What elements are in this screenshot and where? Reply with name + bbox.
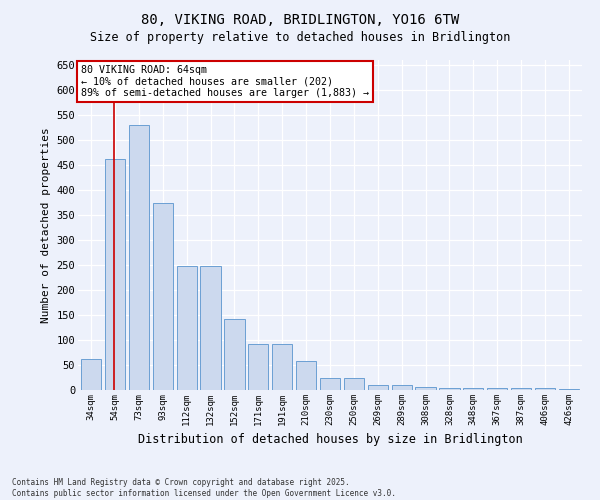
Bar — [296, 361, 316, 390]
Bar — [463, 388, 484, 390]
Bar — [559, 388, 579, 390]
Bar — [272, 344, 292, 390]
X-axis label: Distribution of detached houses by size in Bridlington: Distribution of detached houses by size … — [137, 434, 523, 446]
Bar — [415, 386, 436, 390]
Bar — [344, 378, 364, 390]
Bar — [129, 125, 149, 390]
Bar — [368, 385, 388, 390]
Bar — [105, 159, 125, 390]
Bar — [439, 388, 460, 390]
Y-axis label: Number of detached properties: Number of detached properties — [41, 127, 51, 323]
Bar — [320, 378, 340, 390]
Text: Size of property relative to detached houses in Bridlington: Size of property relative to detached ho… — [90, 31, 510, 44]
Bar — [511, 388, 531, 390]
Bar — [392, 385, 412, 390]
Bar — [248, 344, 268, 390]
Bar — [200, 266, 221, 390]
Bar — [224, 319, 245, 390]
Text: Contains HM Land Registry data © Crown copyright and database right 2025.
Contai: Contains HM Land Registry data © Crown c… — [12, 478, 396, 498]
Bar — [152, 202, 173, 390]
Bar — [176, 266, 197, 390]
Text: 80 VIKING ROAD: 64sqm
← 10% of detached houses are smaller (202)
89% of semi-det: 80 VIKING ROAD: 64sqm ← 10% of detached … — [80, 65, 368, 98]
Bar — [487, 388, 508, 390]
Text: 80, VIKING ROAD, BRIDLINGTON, YO16 6TW: 80, VIKING ROAD, BRIDLINGTON, YO16 6TW — [141, 14, 459, 28]
Bar — [81, 359, 101, 390]
Bar — [535, 388, 555, 390]
